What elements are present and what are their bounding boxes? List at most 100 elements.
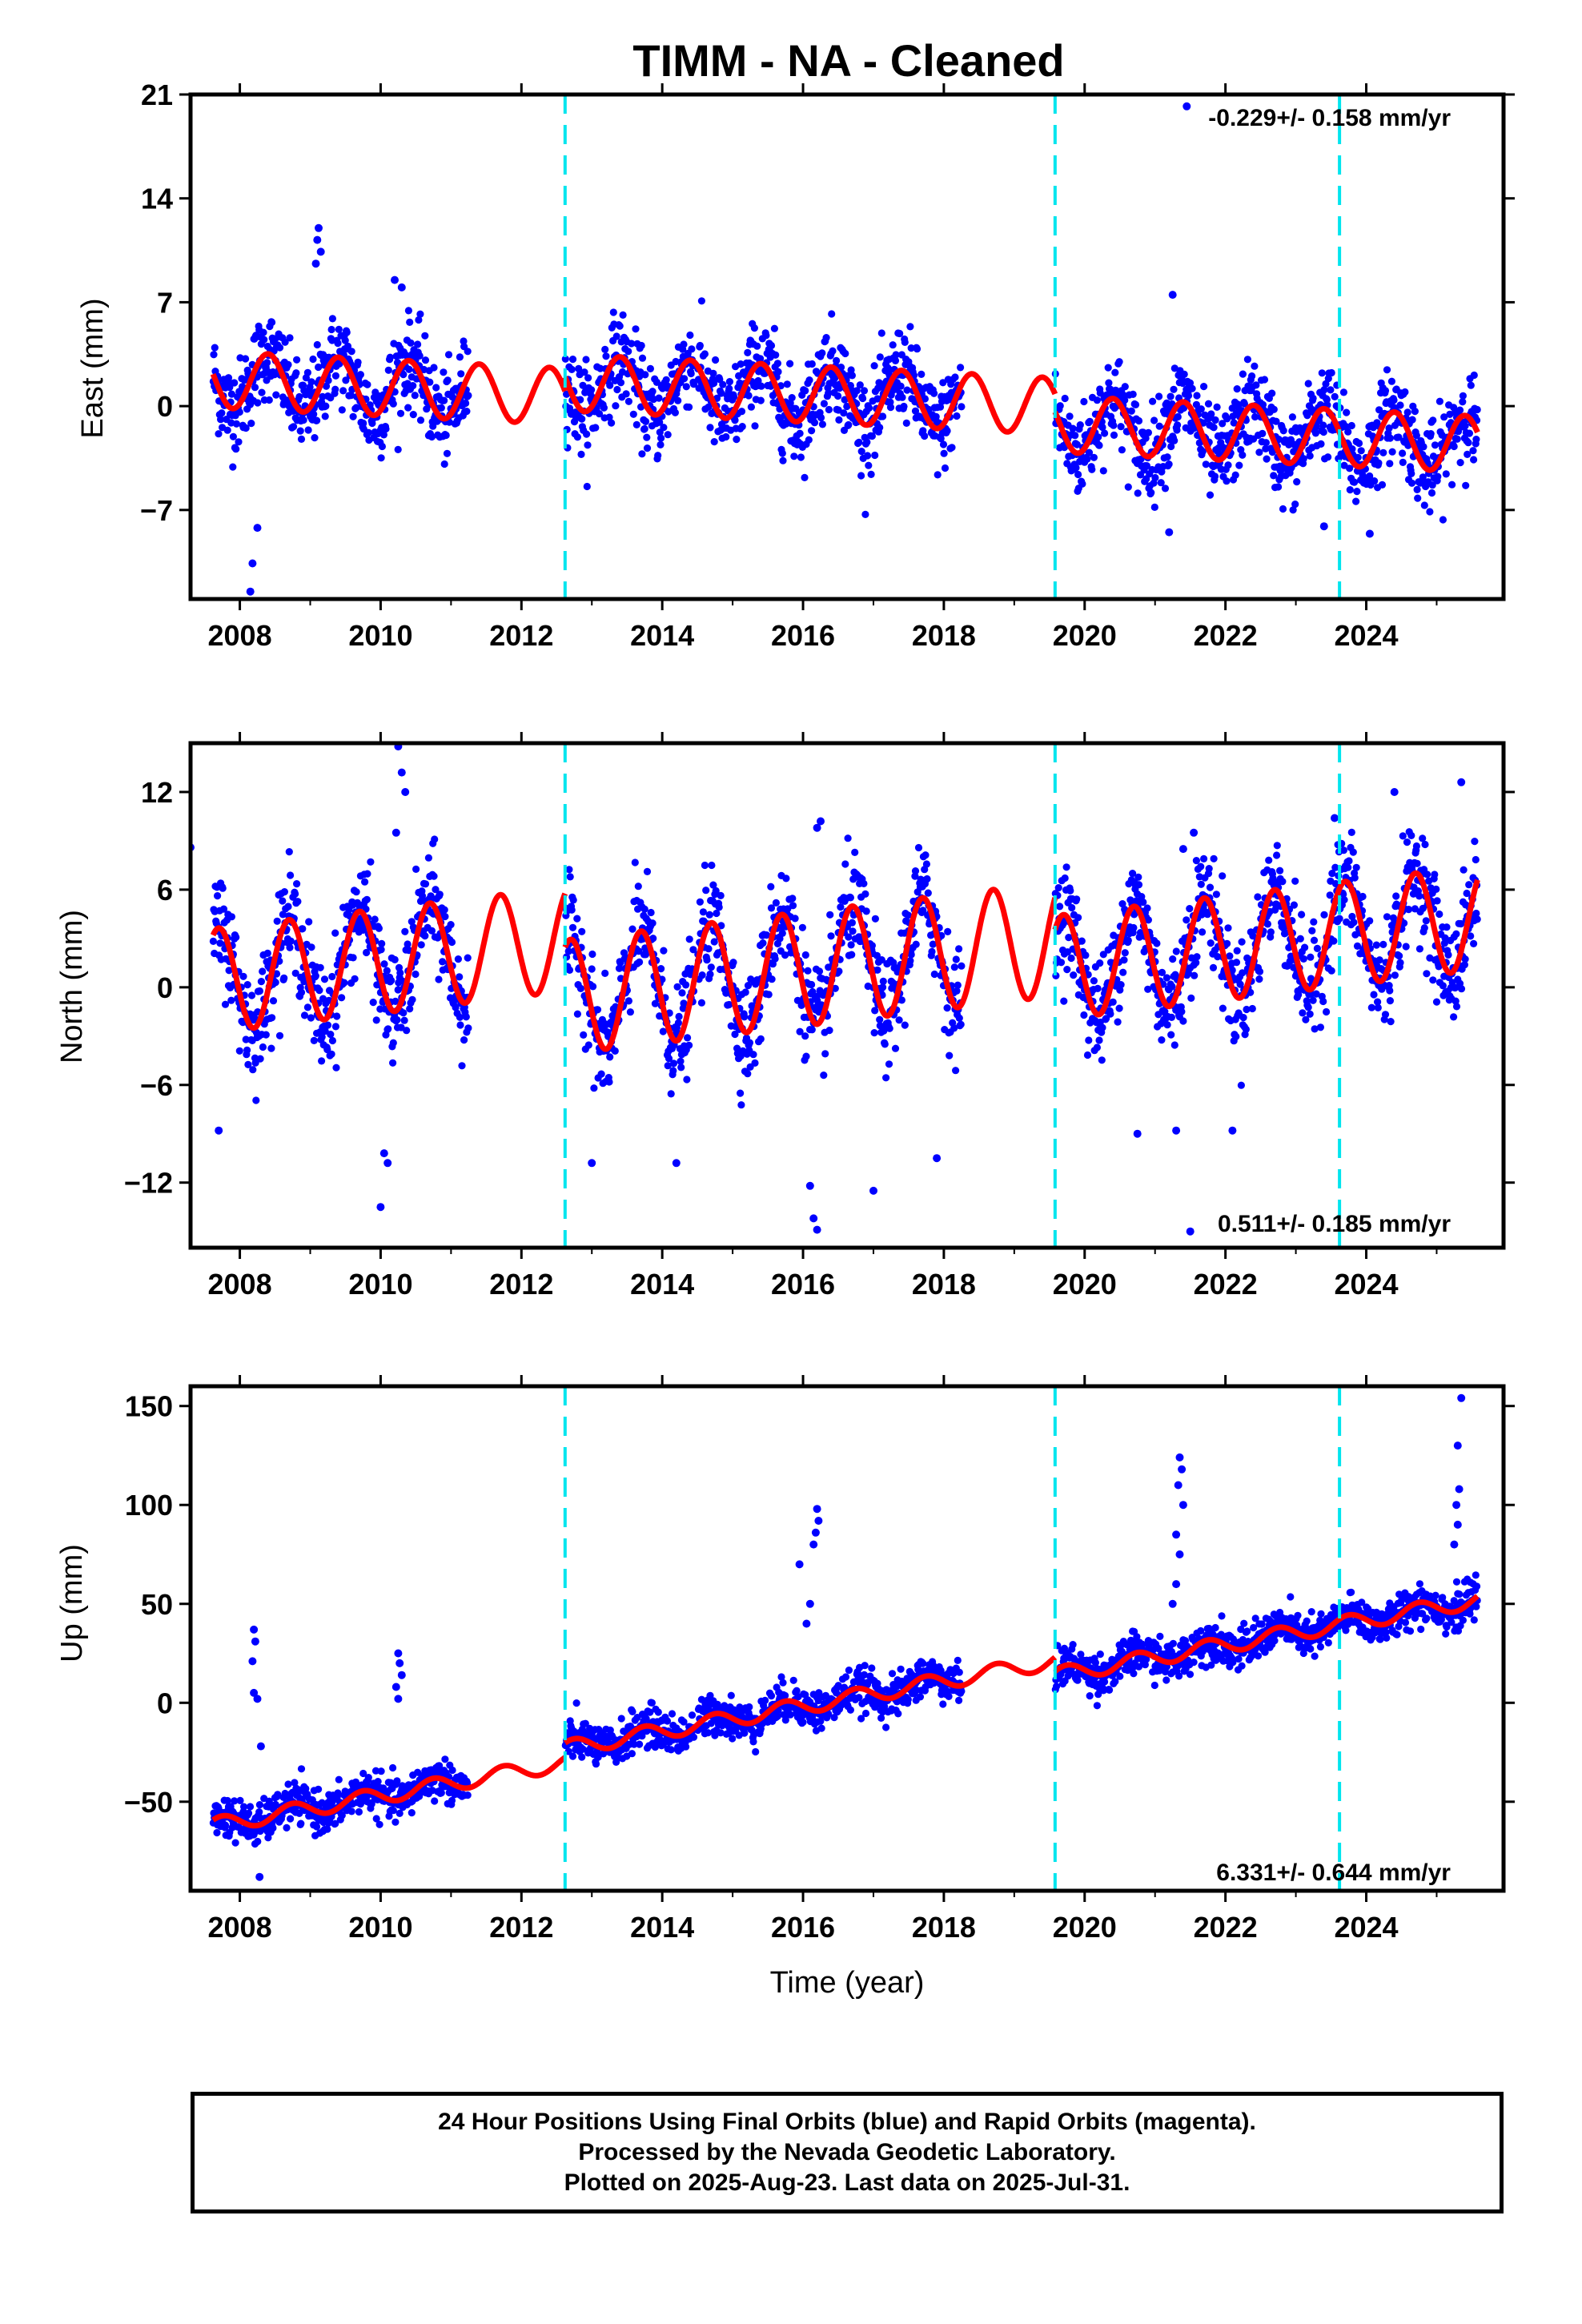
up-point	[375, 1820, 383, 1828]
north-point	[837, 903, 845, 911]
east-point	[1268, 448, 1276, 456]
north-y-tick-label: −6	[140, 1069, 173, 1102]
north-point	[1120, 956, 1128, 964]
north-point	[641, 951, 650, 959]
east-point	[1149, 397, 1157, 405]
north-point	[782, 875, 790, 883]
east-point	[1435, 397, 1443, 405]
north-point	[291, 890, 299, 898]
north-point	[1296, 935, 1304, 943]
east-point	[290, 423, 298, 431]
north-point	[305, 918, 313, 926]
east-point	[891, 356, 900, 364]
east-point	[648, 388, 656, 396]
north-point	[791, 915, 799, 923]
east-point	[801, 473, 809, 482]
east-outlier-point	[311, 259, 320, 268]
north-point	[765, 991, 773, 999]
east-point	[1117, 423, 1125, 431]
north-point	[456, 1013, 464, 1021]
east-point	[588, 386, 596, 394]
east-point	[217, 416, 225, 424]
north-point	[432, 886, 440, 894]
north-point	[748, 1002, 756, 1010]
north-point	[683, 1076, 691, 1084]
east-point	[640, 424, 648, 433]
north-outlier-point	[869, 1186, 877, 1195]
north-outlier-point	[672, 1159, 681, 1168]
east-point	[328, 315, 336, 323]
east-point	[1124, 483, 1132, 491]
east-point	[1419, 443, 1427, 451]
east-point	[937, 435, 945, 443]
east-point	[1309, 394, 1317, 402]
north-point	[1223, 939, 1231, 947]
east-x-tick-label: 2020	[1053, 619, 1117, 652]
north-point	[944, 927, 952, 935]
north-point	[458, 1062, 466, 1070]
north-point	[565, 966, 574, 974]
north-point	[954, 981, 962, 989]
north-point	[827, 932, 835, 940]
north-point	[243, 981, 251, 989]
north-point	[1395, 952, 1403, 960]
east-point	[825, 405, 833, 414]
north-point	[651, 999, 660, 1007]
east-point	[1469, 447, 1477, 455]
north-point	[1214, 953, 1222, 961]
north-point	[1144, 985, 1152, 993]
north-point	[1290, 901, 1298, 909]
north-point	[702, 887, 710, 895]
east-point	[745, 392, 753, 400]
up-point	[236, 1796, 244, 1804]
east-point	[1223, 477, 1231, 485]
up-point	[244, 1809, 253, 1817]
east-point	[751, 422, 759, 430]
east-point	[416, 416, 425, 424]
north-point	[1330, 937, 1338, 945]
east-point	[440, 460, 448, 468]
north-point	[741, 988, 749, 996]
east-point	[1071, 432, 1079, 440]
north-model-curve	[562, 887, 1058, 1052]
east-point	[1211, 472, 1219, 480]
north-point	[1313, 944, 1321, 952]
east-point	[1379, 448, 1387, 456]
north-point	[1096, 959, 1104, 967]
east-point	[845, 420, 853, 429]
north-point	[1276, 866, 1284, 875]
north-point	[1316, 1023, 1324, 1031]
east-point	[1371, 477, 1379, 485]
north-y-tick-label: 6	[157, 874, 173, 907]
east-point	[958, 403, 966, 411]
north-point	[408, 995, 416, 1003]
east-point	[1127, 407, 1135, 415]
north-point	[1457, 985, 1466, 993]
east-point	[857, 472, 865, 480]
north-point	[568, 923, 577, 931]
east-point	[825, 389, 833, 397]
east-point	[1293, 478, 1301, 486]
north-point	[293, 880, 301, 888]
north-point	[636, 958, 644, 966]
east-point	[619, 311, 627, 319]
east-point	[295, 392, 303, 401]
north-point	[1465, 881, 1473, 889]
north-point	[1290, 963, 1298, 971]
north-x-tick-label: 2022	[1194, 1268, 1258, 1301]
north-point	[620, 949, 628, 957]
up-point	[391, 1818, 400, 1826]
chart-title: TIMM - NA - Cleaned	[632, 35, 1064, 86]
north-point	[1242, 1025, 1250, 1033]
up-point	[667, 1746, 675, 1754]
east-point	[210, 351, 218, 359]
north-point	[697, 999, 706, 1007]
north-point	[1307, 953, 1315, 961]
north-point	[1118, 900, 1126, 908]
north-point	[713, 909, 721, 918]
north-point	[664, 1062, 672, 1070]
east-point	[1470, 371, 1478, 380]
north-point	[332, 1063, 340, 1072]
east-point	[805, 376, 813, 384]
north-point	[781, 951, 789, 959]
